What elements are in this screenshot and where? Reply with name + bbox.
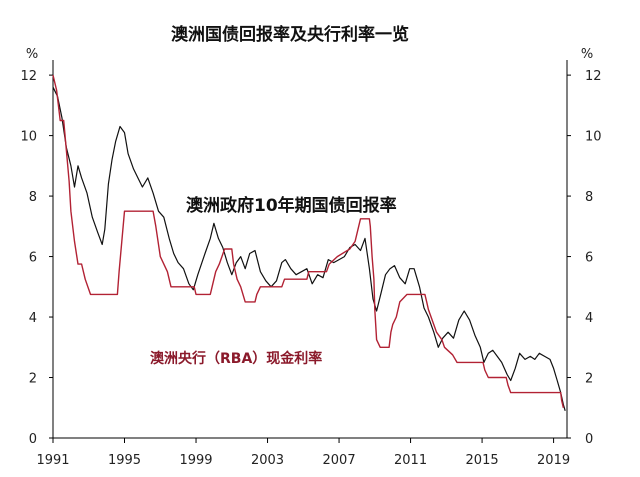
y-unit-left: %	[26, 47, 38, 62]
x-tick-label: 2003	[251, 453, 284, 468]
y-unit-right: %	[581, 47, 593, 62]
y-tick-label-right: 2	[585, 372, 593, 387]
x-tick-label: 1999	[179, 453, 212, 468]
y-tick-label-right: 4	[585, 311, 593, 326]
series-layer	[52, 74, 566, 411]
x-tick-label: 1995	[108, 453, 141, 468]
y-tick-label-right: 12	[585, 69, 602, 84]
x-tick-label: 2007	[323, 453, 356, 468]
y-tick-label-right: 8	[585, 190, 593, 205]
y-tick-label-left: 6	[29, 251, 37, 266]
x-tick-label: 2011	[394, 453, 427, 468]
x-ticks: 1991 1995 1999 2003 2007 2011 2015 2019	[36, 438, 570, 468]
bond-yield-line	[52, 86, 566, 411]
y-tick-label-right: 0	[585, 432, 593, 447]
y-tick-label-right: 6	[585, 251, 593, 266]
rba-cash-rate-line	[52, 74, 565, 408]
y-tick-label-left: 2	[29, 372, 37, 387]
y-tick-label-left: 4	[29, 311, 37, 326]
y-ticks-right: 0 2 4 6 8 10 12	[567, 69, 602, 447]
x-tick-label: 2019	[537, 453, 570, 468]
y-tick-label-left: 10	[20, 130, 37, 145]
y-tick-label-left: 8	[29, 190, 37, 205]
y-tick-label-left: 0	[29, 432, 37, 447]
chart-title: 澳洲国债回报率及央行利率一览	[171, 24, 409, 45]
rba-rate-annotation: 澳洲央行（RBA）现金利率	[150, 350, 322, 367]
x-tick-label: 1991	[36, 453, 69, 468]
y-tick-label-left: 12	[20, 69, 37, 84]
y-ticks-left: 0 2 4 6 8 10 12	[20, 69, 53, 447]
bond-yield-annotation: 澳洲政府10年期国债回报率	[186, 195, 397, 216]
x-tick-label: 2015	[466, 453, 499, 468]
y-tick-label-right: 10	[585, 130, 602, 145]
